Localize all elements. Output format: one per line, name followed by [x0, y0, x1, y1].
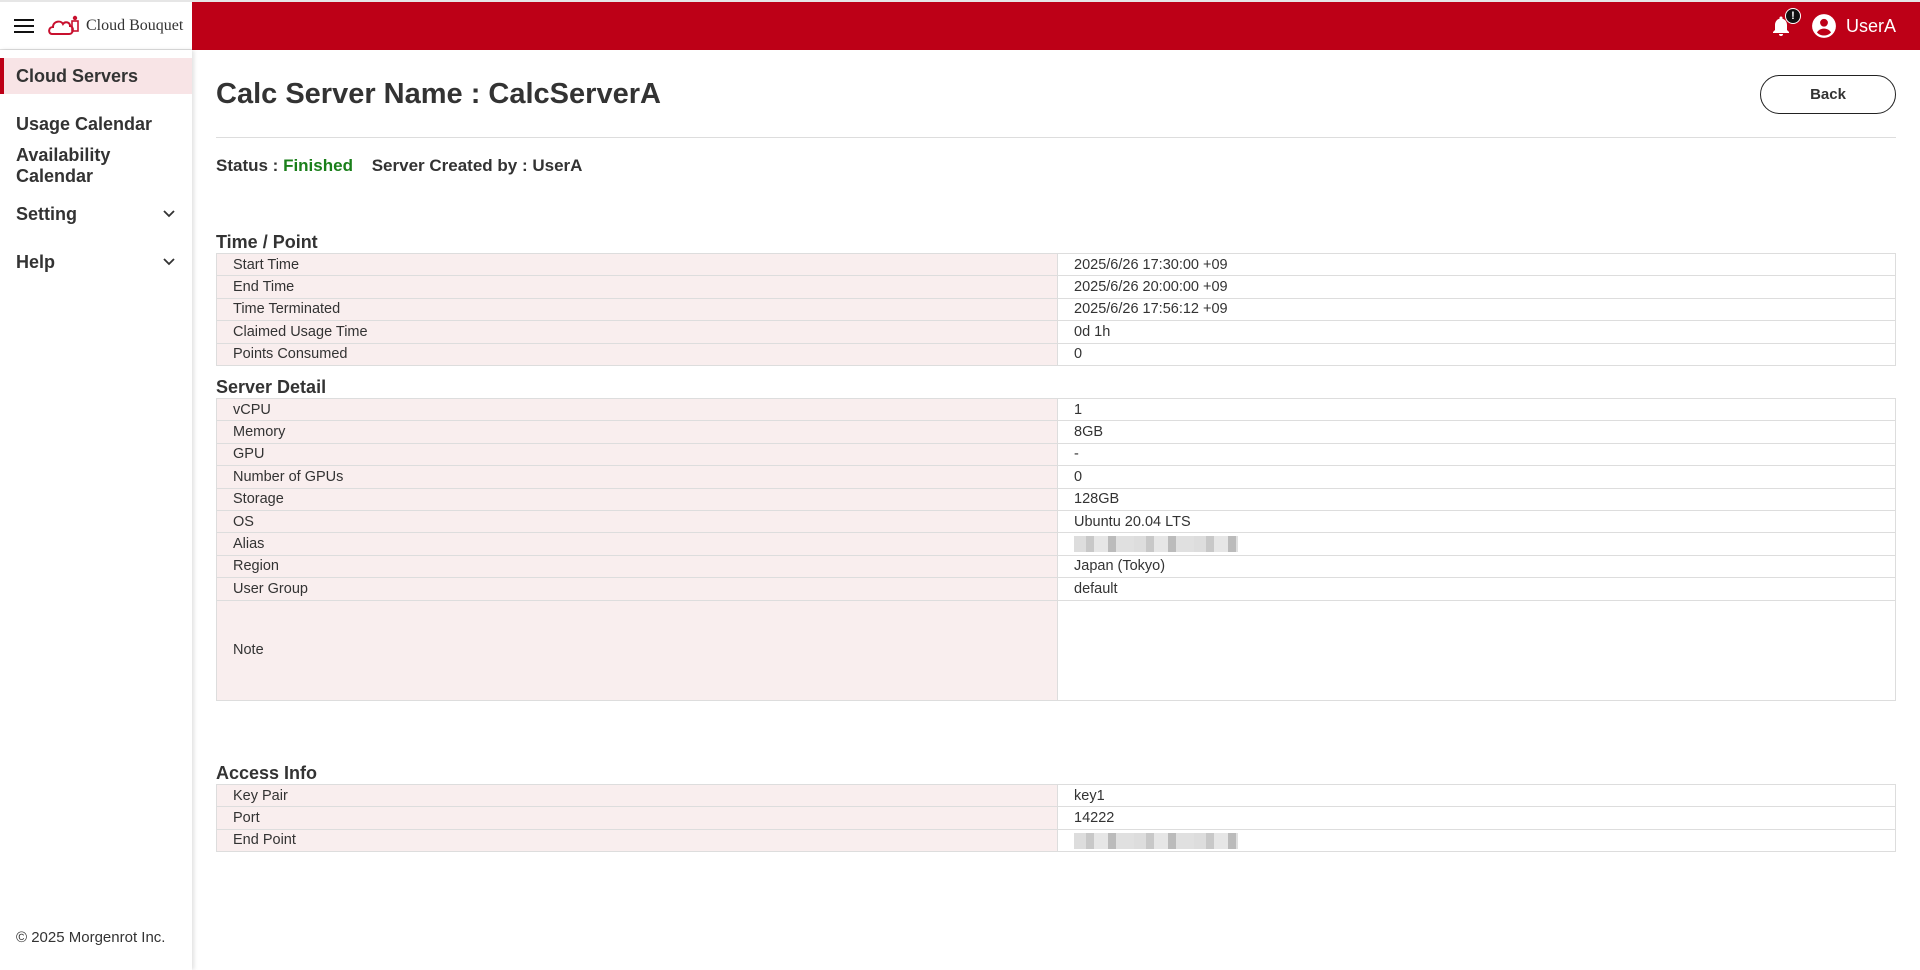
notification-badge: ! [1784, 8, 1801, 24]
row-label: GPU [216, 442, 1058, 467]
sidebar: Cloud Servers Usage Calendar Availabilit… [0, 50, 192, 970]
row-label: Alias [216, 532, 1058, 556]
table-row: Note [216, 599, 1896, 701]
table-row: End Time 2025/6/26 20:00:00 +09 [216, 275, 1896, 299]
app-name: Cloud Bouquet [86, 16, 184, 34]
sidebar-item-cloud-servers[interactable]: Cloud Servers [0, 58, 192, 94]
table-row: End Point [216, 828, 1896, 853]
notifications-button[interactable]: ! [1769, 8, 1801, 38]
table-row: Claimed Usage Time 0d 1h [216, 320, 1896, 344]
brand-area: Cloud Bouquet [0, 2, 192, 50]
row-value: 2025/6/26 20:00:00 +09 [1057, 275, 1896, 299]
section-title: Access Info [216, 763, 318, 783]
account-circle-icon [1812, 14, 1836, 38]
row-label: Time Terminated [216, 297, 1058, 322]
row-label: Points Consumed [216, 342, 1058, 366]
table-row: vCPU 1 [216, 397, 1896, 422]
row-value: default [1057, 577, 1896, 601]
status-line: Status : Finished Server Created by : Us… [216, 156, 582, 176]
row-value: 2025/6/26 17:30:00 +09 [1057, 252, 1896, 277]
redacted-value [1074, 536, 1238, 553]
sidebar-item-availability-calendar[interactable]: Availability Calendar [0, 142, 192, 190]
row-value: 0d 1h [1057, 320, 1896, 344]
sidebar-item-label: Help [16, 251, 56, 272]
time-point-table: Start Time 2025/6/26 17:30:00 +09 End Time… [216, 252, 1896, 366]
row-value: key1 [1057, 783, 1896, 808]
table-row: GPU - [216, 442, 1896, 467]
row-label: OS [216, 509, 1058, 534]
row-label: Start Time [216, 252, 1058, 277]
table-row: User Group default [216, 577, 1896, 601]
row-label: Memory [216, 420, 1058, 444]
top-bar: Cloud Bouquet ! UserA [0, 0, 1920, 50]
sidebar-item-usage-calendar[interactable]: Usage Calendar [0, 106, 192, 142]
row-value: 0 [1057, 465, 1896, 489]
sidebar-item-setting[interactable]: Setting [0, 190, 192, 238]
row-label: Note [216, 599, 1058, 701]
row-value [1057, 532, 1896, 556]
sidebar-item-label: Cloud Servers [16, 65, 139, 86]
chevron-down-icon [163, 258, 175, 266]
table-row: Storage 128GB [216, 487, 1896, 511]
row-label: User Group [216, 577, 1058, 601]
user-menu[interactable]: UserA [1811, 13, 1896, 39]
table-row: Memory 8GB [216, 420, 1896, 444]
copyright: © 2025 Morgenrot Inc. [16, 929, 166, 946]
cloud-bouquet-logo-icon [48, 15, 79, 35]
row-label: Storage [216, 487, 1058, 511]
access-info-table: Key Pair key1 Port 14222 End Point [216, 783, 1896, 853]
table-row: Port 14222 [216, 806, 1896, 830]
row-value: 128GB [1057, 487, 1896, 511]
chevron-down-icon [163, 210, 175, 218]
row-label: Key Pair [216, 783, 1058, 808]
redacted-value [1074, 832, 1238, 849]
sidebar-item-help[interactable]: Help [0, 238, 192, 286]
row-label: Port [216, 806, 1058, 830]
table-row: Start Time 2025/6/26 17:30:00 +09 [216, 252, 1896, 277]
row-value: Japan (Tokyo) [1057, 554, 1896, 579]
row-value: 2025/6/26 17:56:12 +09 [1057, 297, 1896, 322]
table-row: Key Pair key1 [216, 783, 1896, 808]
table-row: Time Terminated 2025/6/26 17:56:12 +09 [216, 297, 1896, 322]
status-label: Status : [216, 156, 284, 175]
row-label: Region [216, 554, 1058, 579]
row-label: vCPU [216, 397, 1058, 422]
row-value: 8GB [1057, 420, 1896, 444]
table-row: Number of GPUs 0 [216, 465, 1896, 489]
row-label: Number of GPUs [216, 465, 1058, 489]
row-value: Ubuntu 20.04 LTS [1057, 509, 1896, 534]
table-row: Points Consumed 0 [216, 342, 1896, 366]
row-label: End Point [216, 828, 1058, 853]
sidebar-item-label: Usage Calendar [16, 113, 153, 134]
row-label: End Time [216, 275, 1058, 299]
divider [216, 137, 1896, 138]
section-time-point: Time / Point Start Time 2025/6/26 17:30:0… [216, 231, 1896, 366]
row-value: 1 [1057, 397, 1896, 422]
row-value: 0 [1057, 342, 1896, 366]
page-title: Calc Server Name : CalcServerA [216, 78, 661, 110]
row-label: Claimed Usage Time [216, 320, 1058, 344]
row-value [1057, 599, 1896, 701]
back-button[interactable]: Back [1760, 75, 1896, 114]
status-value: Finished [283, 156, 353, 175]
sidebar-item-label: Availability Calendar [16, 145, 111, 186]
server-detail-table: vCPU 1 Memory 8GB GPU - Number of GPUs 0 Storage… [216, 397, 1896, 701]
section-access-info: Access Info Key Pair key1 Port 14222 End Poi… [216, 762, 1896, 853]
hamburger-menu-icon[interactable] [14, 18, 34, 33]
section-title: Time / Point [216, 232, 318, 252]
user-name: UserA [1845, 15, 1896, 36]
row-value: 14222 [1057, 806, 1896, 830]
table-row: Region Japan (Tokyo) [216, 554, 1896, 579]
header-bar: ! UserA [192, 2, 1920, 50]
section-title: Server Detail [216, 377, 327, 397]
table-row: OS Ubuntu 20.04 LTS [216, 509, 1896, 534]
created-by: Server Created by : UserA [371, 156, 583, 175]
app-logo[interactable]: Cloud Bouquet [48, 15, 183, 37]
sidebar-item-label: Setting [16, 203, 77, 224]
table-row: Alias [216, 532, 1896, 556]
section-server-detail: Server Detail vCPU 1 Memory 8GB GPU - Number o… [216, 376, 1896, 701]
bell-icon [1772, 16, 1789, 36]
row-value: - [1057, 442, 1896, 467]
row-value [1057, 828, 1896, 853]
